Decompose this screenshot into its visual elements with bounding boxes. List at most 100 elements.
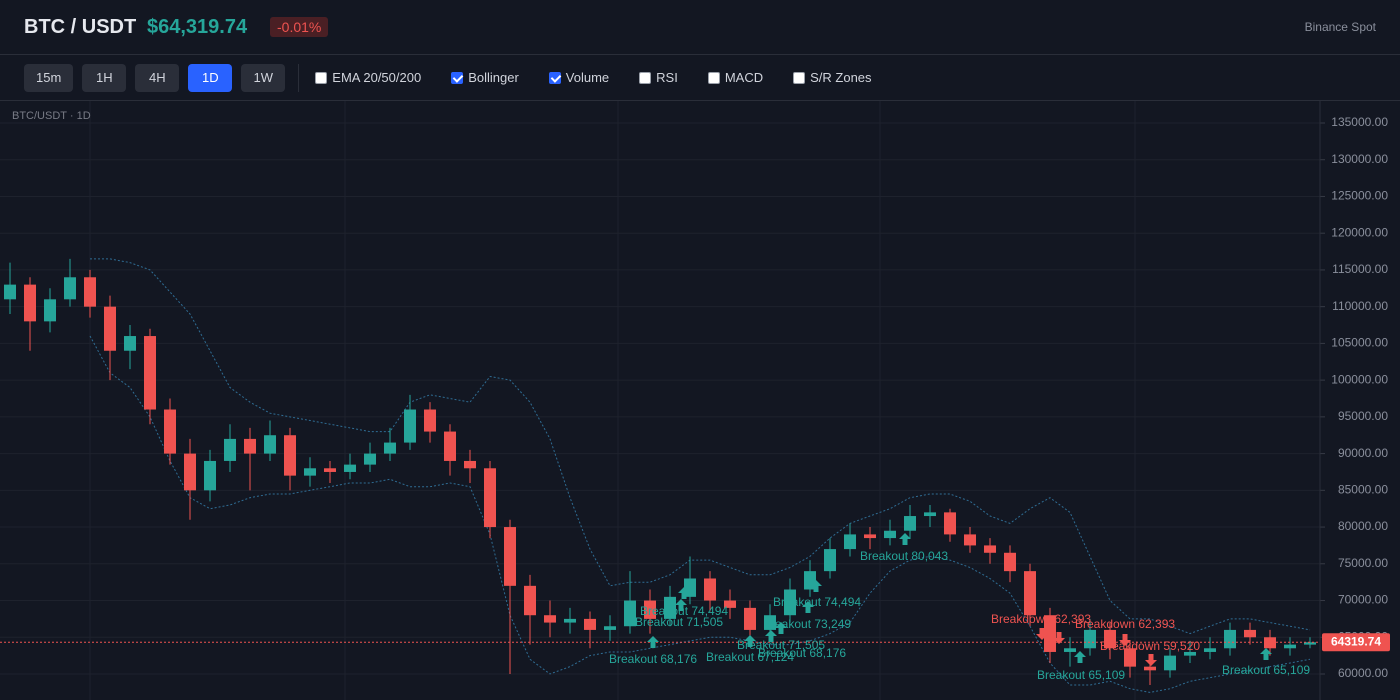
candle-body — [964, 534, 976, 546]
candle-body — [204, 460, 216, 491]
candle-body — [904, 516, 916, 531]
toolbar: 15m 1H 4H 1D 1W EMA 20/50/200 Bollinger Volume R… — [0, 55, 1400, 101]
timeframe-button[interactable]: 4H — [135, 63, 180, 92]
candle-body — [84, 277, 96, 307]
indicator-label: MACD — [724, 70, 764, 85]
bollinger-band — [90, 258, 1311, 635]
last-price-label: 64319.74 — [1331, 634, 1381, 648]
y-tick-label: 80000.00 — [1338, 519, 1388, 533]
indicator-label: Volume — [565, 70, 610, 85]
candle-body — [1024, 571, 1036, 616]
breakout-arrow — [1074, 651, 1086, 663]
candle-body — [1204, 648, 1216, 652]
y-tick-label: 135000.00 — [1331, 115, 1388, 129]
y-tick-label: 75000.00 — [1338, 556, 1388, 570]
y-tick-label: 115000.00 — [1332, 262, 1388, 276]
candle-body — [404, 409, 416, 443]
candle-body — [444, 431, 456, 461]
candle-body — [1244, 629, 1256, 638]
candle-body — [1144, 666, 1156, 671]
candle-body — [544, 615, 556, 623]
bollinger-band — [89, 335, 1311, 693]
candle-body — [224, 438, 236, 461]
timeframe-button[interactable]: 1W — [241, 63, 286, 92]
signal-label: Breakout 74,494 — [640, 604, 728, 618]
header: BTC / USDT $64,319.74 -0.01% Binance Spo… — [0, 0, 1400, 55]
candle-body — [4, 284, 16, 300]
timeframe-button[interactable]: 1D — [188, 63, 233, 92]
candle-body — [1064, 648, 1076, 652]
candle-body — [664, 596, 676, 619]
candle-body — [64, 277, 76, 300]
y-tick-label: 90000.00 — [1338, 446, 1388, 460]
signal-label: Breakout 65,109 — [1037, 668, 1125, 682]
breakout-arrow — [802, 601, 814, 613]
checkbox[interactable] — [639, 71, 652, 84]
candle-body — [104, 306, 116, 351]
candle-body — [984, 545, 996, 553]
checkbox[interactable] — [315, 71, 328, 84]
candle-body — [724, 600, 736, 608]
indicator-toggle[interactable]: RSI — [639, 70, 678, 85]
candle-body — [704, 578, 716, 601]
timeframe-button[interactable]: 15m — [24, 63, 74, 92]
breakout-arrow — [744, 635, 756, 647]
candle-body — [264, 435, 276, 454]
signal-label: Breakdown 62,393 — [991, 612, 1091, 626]
checkbox[interactable] — [548, 71, 561, 84]
y-tick-label: 120000.00 — [1331, 225, 1388, 239]
candle-body — [364, 453, 376, 465]
timeframe-button[interactable]: 1H — [82, 63, 127, 92]
y-tick-label: 100000.00 — [1331, 372, 1388, 386]
candle-body — [324, 468, 336, 472]
signal-label: Breakout 68,176 — [609, 652, 697, 666]
candle-body — [284, 435, 296, 476]
candle-body — [864, 534, 876, 539]
candle-body — [1224, 629, 1236, 649]
signal-label: Breakout 65,109 — [1222, 663, 1310, 677]
breakout-arrow — [675, 599, 687, 611]
y-tick-label: 95000.00 — [1338, 409, 1388, 423]
y-tick-label: 130000.00 — [1331, 152, 1388, 166]
candle-body — [1084, 629, 1096, 649]
checkbox[interactable] — [707, 71, 720, 84]
signal-label: Breakout 71,505 — [635, 615, 723, 629]
candle-body — [924, 512, 936, 517]
exchange-source: Binance Spot — [1304, 20, 1376, 34]
candle-body — [1304, 642, 1316, 645]
checkbox[interactable] — [793, 71, 806, 84]
breakout-arrow — [775, 622, 787, 634]
candle-body — [644, 600, 656, 619]
signal-label: Breakout 73,249 — [763, 617, 851, 631]
candle-body — [764, 615, 776, 630]
candle-body — [884, 530, 896, 539]
y-tick-label: 105000.00 — [1331, 336, 1388, 350]
signal-label: Breakout 68,176 — [758, 646, 846, 660]
candle-body — [1164, 655, 1176, 671]
candle-body — [384, 442, 396, 454]
indicator-label: S/R Zones — [810, 70, 872, 85]
candle-body — [484, 468, 496, 528]
pair-title: BTC / USDT — [24, 16, 137, 38]
breakout-arrow — [899, 533, 911, 545]
breakout-arrow — [810, 580, 822, 592]
breakdown-arrow — [1036, 628, 1048, 640]
candle-body — [944, 512, 956, 535]
last-price-tag — [1322, 633, 1390, 652]
candle-body — [744, 607, 756, 630]
breakout-arrow — [1260, 648, 1272, 660]
indicator-toggle[interactable]: Volume — [548, 70, 610, 85]
breakdown-arrow — [1145, 654, 1157, 666]
indicator-toggle[interactable]: Bollinger — [451, 70, 519, 85]
checkbox[interactable] — [451, 71, 464, 84]
indicator-label: Bollinger — [468, 70, 519, 85]
indicator-toggle[interactable]: S/R Zones — [793, 70, 872, 85]
breakdown-arrow — [1053, 632, 1065, 644]
candle-body — [344, 464, 356, 472]
indicator-toggle[interactable]: MACD — [707, 70, 764, 85]
indicator-toggle[interactable]: EMA 20/50/200 — [315, 70, 421, 85]
signal-label: Breakdown 59,520 — [1100, 639, 1200, 653]
candle-body — [844, 534, 856, 550]
candle-body — [1264, 637, 1276, 649]
